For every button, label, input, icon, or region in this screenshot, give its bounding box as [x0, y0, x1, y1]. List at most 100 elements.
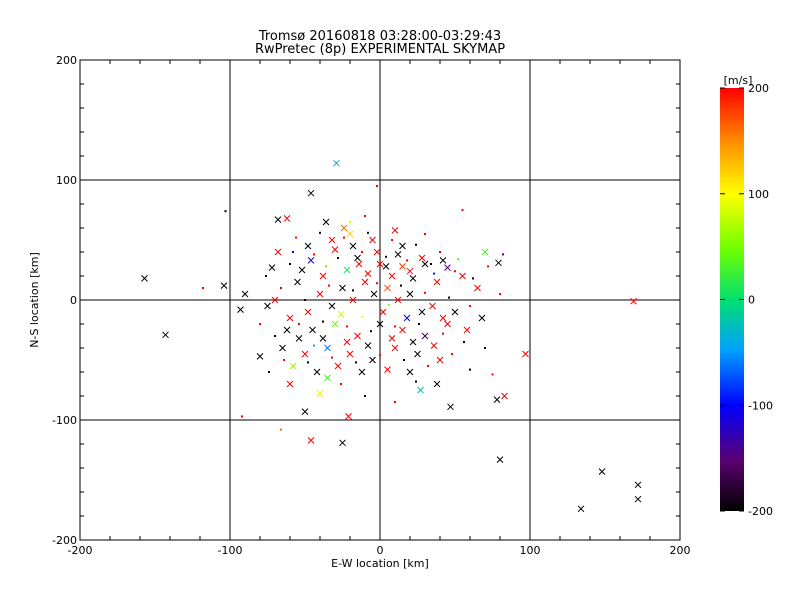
colorbar-tick-label: -200	[748, 505, 773, 518]
data-point-dot	[361, 251, 363, 253]
y-tick-label: 0	[70, 294, 77, 307]
data-point-dot	[367, 231, 369, 234]
data-point-cross	[384, 366, 391, 373]
data-point-cross	[429, 302, 436, 310]
data-point-cross	[384, 284, 391, 292]
data-point-cross	[439, 257, 447, 264]
data-point-cross	[459, 272, 466, 280]
data-point-cross	[369, 236, 376, 244]
data-point-dot	[331, 356, 333, 359]
data-point-dot	[307, 361, 309, 364]
data-point-cross	[264, 302, 271, 310]
colorbar-label: [m/s]	[724, 74, 753, 87]
data-point-cross	[316, 290, 324, 298]
y-axis-label: N-S location [km]	[28, 252, 41, 348]
data-point-dot	[415, 380, 417, 383]
data-point-cross	[376, 260, 384, 268]
data-point-dot	[379, 354, 381, 357]
data-point-cross	[496, 456, 504, 463]
data-point-dot	[424, 233, 426, 235]
data-point-cross	[349, 242, 357, 250]
data-point-dot	[442, 332, 444, 335]
data-point-dot	[265, 275, 267, 277]
data-point-cross	[370, 290, 378, 298]
data-point-cross	[493, 396, 501, 403]
data-point-dot	[457, 258, 459, 261]
data-point-dot	[469, 368, 471, 371]
data-point-dot	[361, 315, 363, 318]
data-point-dot	[427, 365, 429, 367]
data-point-cross	[294, 278, 301, 286]
data-point-dot	[448, 296, 450, 299]
data-point-cross	[451, 308, 459, 316]
data-point-dot	[280, 287, 282, 289]
data-point-cross	[364, 270, 372, 277]
data-point-cross	[391, 227, 399, 234]
data-point-cross	[399, 326, 406, 334]
data-point-dot	[292, 251, 294, 253]
data-point-cross	[346, 230, 354, 238]
data-point-cross	[399, 242, 406, 250]
data-point-dot	[487, 265, 489, 268]
data-point-cross	[495, 259, 502, 267]
data-point-cross	[339, 284, 346, 292]
data-point-cross	[394, 251, 402, 258]
data-point-cross	[634, 495, 642, 503]
data-point-dot	[337, 257, 339, 259]
data-point-cross	[463, 326, 471, 334]
data-point-cross	[307, 437, 315, 444]
data-point-cross	[345, 413, 352, 420]
data-point-dot	[313, 253, 315, 256]
data-point-cross	[354, 332, 361, 340]
x-axis-label: E-W location [km]	[331, 557, 429, 570]
colorbar-tick-label: 200	[748, 82, 769, 95]
data-point-dot	[394, 325, 396, 328]
data-point-dot	[364, 395, 366, 397]
data-point-cross	[301, 408, 309, 415]
data-point-dot	[415, 243, 417, 246]
data-point-cross	[409, 275, 417, 282]
gridlines	[80, 60, 680, 540]
data-point-dot	[319, 231, 321, 234]
data-point-dot	[280, 428, 282, 431]
data-point-dot	[430, 263, 432, 265]
data-point-cross	[414, 350, 421, 358]
data-point-cross	[324, 344, 331, 352]
data-point-cross	[298, 266, 306, 274]
data-point-dot	[313, 344, 315, 347]
data-point-cross	[328, 302, 336, 310]
data-point-dot	[439, 251, 441, 253]
data-point-cross	[388, 335, 396, 342]
data-points	[141, 159, 642, 513]
data-point-dot	[283, 359, 285, 361]
data-point-cross	[283, 326, 291, 334]
data-point-cross	[268, 264, 276, 271]
data-point-dot	[340, 383, 342, 385]
data-point-dot	[406, 259, 408, 262]
data-point-cross	[355, 260, 363, 268]
data-point-dot	[328, 284, 330, 287]
y-tick-label: 100	[56, 174, 77, 187]
data-point-cross	[358, 368, 366, 376]
data-point-cross	[343, 266, 351, 274]
data-point-cross	[444, 320, 451, 328]
data-point-dot	[224, 210, 227, 213]
x-tick-label: 100	[520, 544, 541, 557]
data-point-cross	[324, 374, 331, 382]
data-point-cross	[439, 314, 447, 322]
data-point-cross	[309, 326, 316, 334]
data-point-cross	[418, 308, 426, 316]
data-point-cross	[283, 215, 291, 222]
data-point-dot	[484, 347, 486, 349]
data-point-dot	[304, 299, 306, 301]
data-point-cross	[141, 275, 148, 282]
data-point-cross	[444, 264, 451, 271]
data-point-cross	[634, 481, 642, 489]
data-point-cross	[301, 350, 309, 358]
data-point-cross	[369, 356, 376, 364]
data-point-cross	[271, 296, 279, 304]
data-point-dot	[289, 263, 291, 265]
data-point-dot	[376, 185, 378, 187]
data-point-dot	[391, 239, 393, 241]
data-point-cross	[403, 314, 411, 322]
